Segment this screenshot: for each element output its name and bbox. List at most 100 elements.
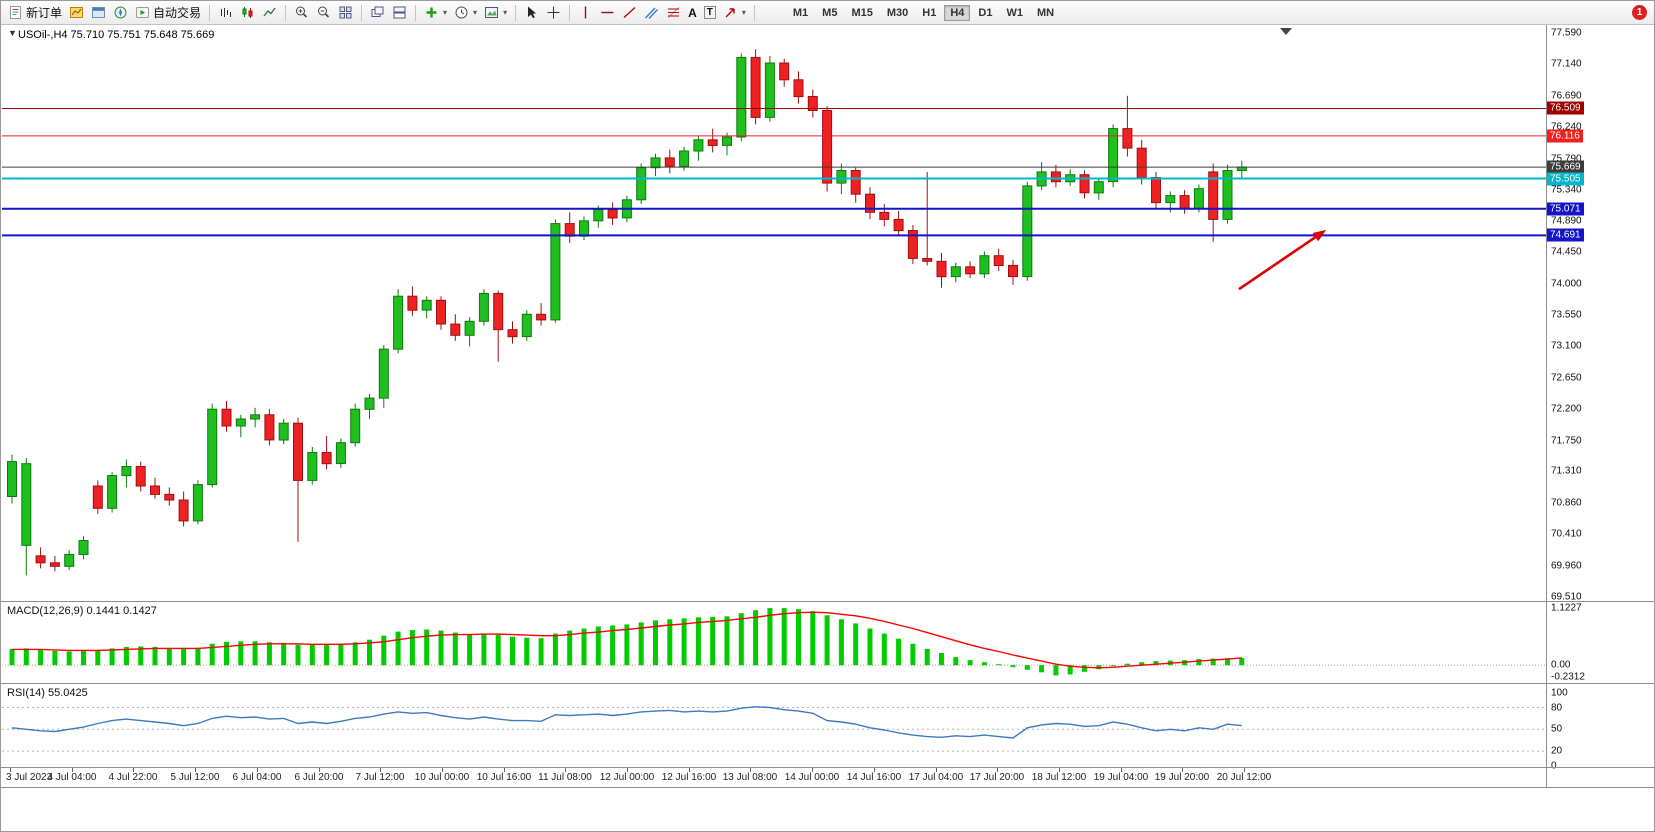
time-tick	[504, 768, 505, 772]
panel-divider[interactable]	[1, 601, 1654, 602]
time-axis-label: 19 Jul 04:00	[1093, 772, 1149, 783]
candle-body	[779, 62, 790, 81]
macd-bar	[238, 641, 244, 666]
auto-trading-button[interactable]: 自动交易	[132, 2, 204, 23]
macd-panel[interactable]	[2, 602, 1546, 683]
price-axis-label: 74.000	[1551, 278, 1582, 290]
arrows-tool-button[interactable]: ▾	[720, 2, 749, 23]
price-badge-75.505: 75.505	[1547, 172, 1584, 186]
candle-body	[350, 408, 361, 444]
timeframe-button-mn[interactable]: MN	[1031, 5, 1060, 21]
macd-bar	[81, 650, 86, 666]
toolbar-separator	[753, 4, 755, 21]
time-axis-label: 10 Jul 00:00	[414, 772, 470, 783]
zoom-in-button[interactable]	[291, 2, 312, 23]
rsi-panel[interactable]	[2, 684, 1546, 767]
macd-bar	[9, 648, 15, 666]
candle-body	[1151, 177, 1161, 204]
timeframe-button-m15[interactable]: M15	[845, 5, 878, 21]
macd-bar	[1225, 658, 1230, 666]
templates-button[interactable]: ▾	[481, 2, 510, 23]
data-window-button[interactable]	[88, 2, 109, 23]
candle-body	[1208, 171, 1219, 220]
candlestick-chart-button[interactable]	[237, 2, 258, 23]
tile-windows-button[interactable]	[335, 2, 356, 23]
time-tick	[257, 768, 258, 772]
navigator-button[interactable]	[110, 2, 131, 23]
macd-bar	[381, 635, 387, 666]
macd-bar	[1110, 665, 1116, 667]
timeframe-button-m5[interactable]: M5	[816, 5, 843, 21]
line-chart-button[interactable]	[259, 2, 280, 23]
timeframe-button-m30[interactable]: M30	[881, 5, 914, 21]
price-chart[interactable]	[2, 25, 1546, 601]
time-tick	[997, 768, 998, 772]
time-axis[interactable]: 3 Jul 2023 4 Jul 04:00 4 Jul 22:00 5 Jul 12…	[2, 768, 1546, 787]
text-tool-button[interactable]: A	[685, 2, 700, 23]
indicators-button[interactable]: ▾	[421, 2, 450, 23]
market-watch-button[interactable]	[66, 2, 87, 23]
chevron-down-icon: ▾	[443, 8, 448, 17]
auto-trading-label: 自动交易	[153, 6, 202, 20]
candle-body	[64, 553, 75, 567]
clock-icon	[455, 6, 468, 19]
candle-body	[407, 295, 418, 311]
timeframe-button-d1[interactable]: D1	[972, 5, 998, 21]
fibonacci-tool-button[interactable]	[663, 2, 684, 23]
one-click-trading-toggle-icon[interactable]: ▼	[8, 28, 17, 38]
bar-chart-button[interactable]	[215, 2, 236, 23]
macd-bar	[538, 638, 544, 666]
rsi-label: RSI(14) 55.0425	[7, 687, 88, 699]
candle-body	[865, 193, 875, 213]
macd-bar	[324, 644, 330, 666]
panel-divider[interactable]	[1, 683, 1654, 684]
arrow-annotation[interactable]	[1238, 229, 1327, 291]
candle-body	[321, 452, 332, 465]
macd-bar	[1239, 657, 1245, 666]
candle-body	[78, 540, 89, 555]
zoom-out-button[interactable]	[313, 2, 334, 23]
text-label-tool-button[interactable]: T	[701, 2, 719, 23]
arrange-windows-button[interactable]	[389, 2, 410, 23]
price-axis-label: 74.450	[1551, 246, 1582, 258]
time-axis-label: 17 Jul 20:00	[969, 772, 1025, 783]
cursor-button[interactable]	[521, 2, 542, 23]
candle-body	[950, 266, 961, 278]
candle-body	[121, 466, 132, 477]
macd-bar	[510, 636, 515, 666]
trendline-tool-button[interactable]	[619, 2, 640, 23]
notification-badge[interactable]: 1	[1632, 5, 1647, 20]
new-order-button[interactable]: 新订单	[5, 2, 65, 23]
candlestick-series	[7, 49, 1247, 576]
timeframe-button-m1[interactable]: M1	[787, 5, 814, 21]
text-tool-icon: A	[688, 5, 697, 20]
macd-bar	[881, 633, 887, 666]
candle-body	[493, 292, 504, 331]
macd-bar	[195, 647, 201, 666]
candle-body	[421, 299, 432, 311]
vertical-line-tool-button[interactable]	[575, 2, 596, 23]
candle-body	[135, 466, 146, 487]
macd-bar	[1067, 665, 1073, 675]
time-axis-label: 14 Jul 00:00	[784, 772, 840, 783]
timeframe-button-h1[interactable]: H1	[916, 5, 942, 21]
candle-body	[107, 475, 118, 509]
crosshair-button[interactable]	[543, 2, 564, 23]
time-tick	[1244, 768, 1245, 772]
macd-axis-label: 1.1227	[1551, 602, 1582, 614]
time-tick	[319, 768, 320, 772]
horizontal-line-tool-button[interactable]	[597, 2, 618, 23]
time-axis-label: 12 Jul 16:00	[661, 772, 717, 783]
candle-body	[722, 136, 732, 146]
timeframe-button-w1[interactable]: W1	[1000, 5, 1029, 21]
macd-bar	[567, 630, 573, 666]
time-tick	[812, 768, 813, 772]
periods-button[interactable]: ▾	[451, 2, 480, 23]
timeframe-button-h4[interactable]: H4	[944, 4, 971, 21]
candle-body	[450, 323, 461, 336]
toolbar-separator	[209, 4, 211, 21]
channel-tool-button[interactable]	[641, 2, 662, 23]
cascade-windows-button[interactable]	[367, 2, 388, 23]
time-tick	[689, 768, 690, 772]
